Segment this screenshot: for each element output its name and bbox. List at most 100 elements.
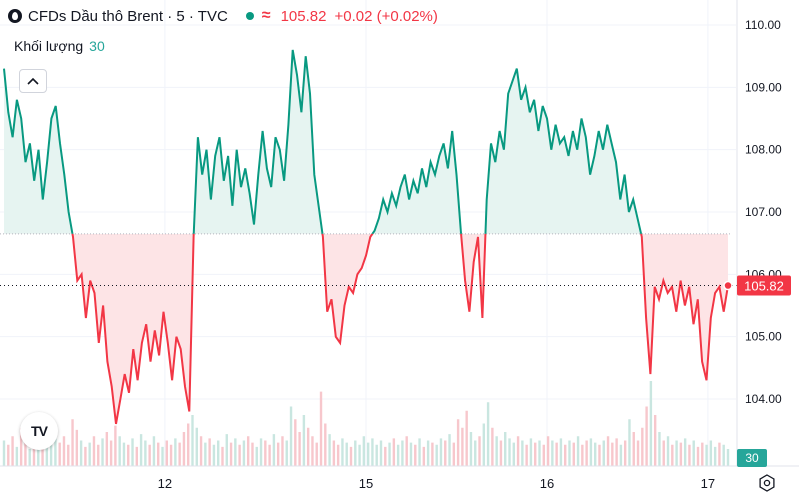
x-tick-label: 15 [359, 476, 373, 491]
volume-bar [444, 440, 447, 466]
volume-bar [264, 440, 267, 466]
volume-bar [482, 423, 486, 466]
volume-bar [19, 427, 23, 466]
volume-bar [259, 438, 263, 466]
volume-bar [658, 432, 661, 466]
volume-bar [589, 438, 593, 466]
volume-bar [366, 442, 370, 466]
volume-bar [127, 444, 130, 466]
volume-bar [495, 436, 498, 466]
volume-bar [379, 440, 383, 466]
volume-bar [448, 434, 451, 466]
tradingview-logo[interactable]: TV [20, 412, 58, 450]
volume-bar [534, 442, 537, 466]
volume-bar [521, 440, 524, 466]
volume-bar [713, 446, 717, 466]
volume-bar [58, 442, 61, 466]
volume-bar [431, 442, 434, 466]
volume-bar [71, 419, 74, 466]
price-line-up [3, 49, 643, 234]
volume-bar [144, 440, 147, 466]
volume-bar [478, 436, 481, 466]
volume-bar [546, 436, 550, 466]
volume-bar [701, 442, 704, 466]
symbol-legend[interactable]: CFDs Dầu thô Brent · 5 · TVC ≈ 105.82 +0… [8, 7, 438, 25]
volume-bar [679, 442, 683, 466]
volume-bar [649, 381, 653, 466]
volume-bar [705, 444, 708, 466]
volume-bar [628, 419, 631, 466]
volume-bar [456, 419, 460, 466]
last-price-label-bg [737, 275, 791, 296]
volume-bar [246, 436, 250, 466]
volume-bar [371, 438, 374, 466]
volume-bar [508, 438, 511, 466]
volume-label: 30 [745, 451, 759, 465]
volume-bar [671, 444, 674, 466]
volume-bar [208, 438, 211, 466]
volume-bar [461, 427, 464, 466]
chevron-up-icon [27, 77, 39, 85]
volume-bar [559, 438, 563, 466]
volume-bar [392, 438, 396, 466]
volume-bar [2, 440, 6, 466]
volume-bar [11, 436, 14, 466]
area-below-baseline [4, 233, 728, 424]
y-tick-label: 107.00 [745, 205, 782, 219]
legend-change: +0.02 (+0.02%) [334, 7, 438, 25]
volume-bar [469, 432, 473, 466]
area-above-baseline [4, 49, 642, 234]
volume-bar [722, 444, 725, 466]
volume-bar [84, 446, 87, 466]
gear-icon[interactable] [757, 473, 777, 493]
volume-bar [195, 427, 198, 466]
volume-bar [191, 415, 194, 466]
legend-last-price: 105.82 [280, 7, 327, 25]
volume-bar [375, 444, 378, 466]
volume-bar [157, 442, 160, 466]
volume-bar [105, 432, 109, 466]
volume-bar [182, 432, 186, 466]
volume-bar [148, 444, 151, 466]
volume-bar [319, 391, 323, 466]
volume-bar [572, 442, 575, 466]
volume-bar [641, 427, 644, 466]
volume-bar [178, 442, 181, 466]
volume-bar [135, 446, 139, 466]
volume-bar [709, 440, 713, 466]
volume-bar [491, 427, 494, 466]
volume-bar [276, 442, 280, 466]
volume-bar [636, 440, 640, 466]
volume-bar [101, 438, 104, 466]
volume-bar [529, 438, 533, 466]
volume-bar [311, 436, 314, 466]
volume-bar [242, 440, 246, 466]
volume-bar [688, 444, 691, 466]
volume-bar [512, 442, 515, 466]
volume-bar [401, 440, 404, 466]
volume-bar [336, 444, 340, 466]
volume-bar [598, 444, 601, 466]
volume-bar [281, 436, 284, 466]
volume-bar [645, 406, 648, 466]
volume-bar [79, 440, 83, 466]
volume-bar [114, 425, 117, 466]
x-tick-label: 16 [540, 476, 554, 491]
collapse-legend-button[interactable] [19, 69, 47, 93]
volume-legend[interactable]: Khối lượng 30 [14, 38, 105, 54]
price-line-down [71, 233, 729, 425]
volume-bar [396, 444, 400, 466]
volume-bar [109, 440, 113, 466]
volume-bar [285, 440, 288, 466]
volume-bar [538, 440, 541, 466]
volume-bar [564, 444, 567, 466]
volume-bar [332, 440, 336, 466]
symbol-title[interactable]: CFDs Dầu thô Brent · 5 · TVC [28, 7, 228, 25]
volume-bar [54, 432, 57, 466]
volume-bar [504, 432, 507, 466]
volume-label-bg [737, 449, 767, 467]
volume-bar [384, 446, 387, 466]
volume-bar [15, 446, 19, 466]
